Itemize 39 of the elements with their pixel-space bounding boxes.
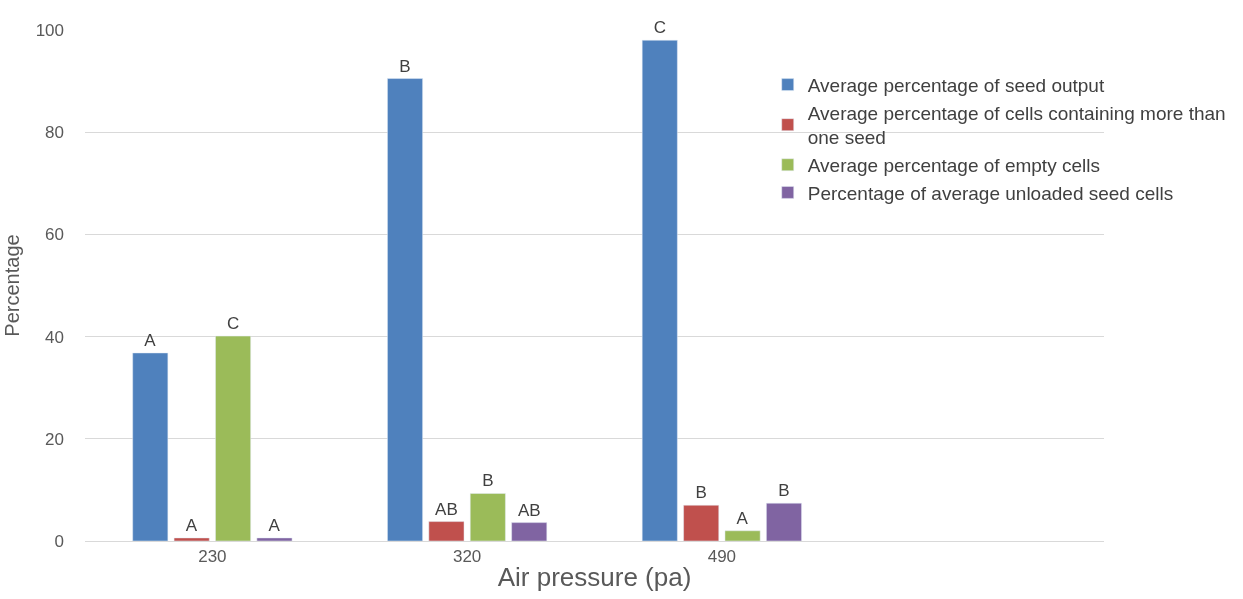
- legend-label: Percentage of average unloaded seed cells: [807, 182, 1174, 204]
- bar: [641, 39, 678, 541]
- bar: [683, 504, 720, 541]
- x-tick-label: 230: [198, 547, 227, 567]
- y-tick-label: 80: [45, 123, 64, 143]
- data-label: C: [226, 314, 240, 334]
- data-label: C: [653, 18, 666, 38]
- bar: [173, 537, 210, 541]
- bar: [256, 537, 293, 541]
- bar: [511, 522, 548, 541]
- data-label: A: [268, 515, 281, 535]
- y-tick-label: 0: [54, 531, 64, 551]
- data-label: A: [144, 330, 157, 350]
- bar: [387, 78, 423, 541]
- bar: [428, 521, 465, 541]
- data-label: AB: [435, 499, 458, 519]
- x-axis-title: Air pressure (pa): [497, 562, 692, 593]
- data-label: B: [482, 471, 494, 491]
- data-label: B: [695, 483, 707, 503]
- x-tick-label: 490: [707, 547, 737, 567]
- bar: [469, 493, 506, 541]
- data-label: A: [185, 515, 198, 535]
- y-tick-label: 60: [45, 225, 64, 245]
- y-axis-title: Percentage: [1, 234, 24, 337]
- y-tick-label: 20: [45, 429, 64, 449]
- y-tick-label: 40: [45, 327, 64, 347]
- legend-label: Average percentage of seed output: [807, 75, 1105, 97]
- x-tick-label: 320: [452, 547, 482, 567]
- data-label: A: [736, 508, 749, 528]
- legend-label: Average percentage of empty cells: [807, 155, 1100, 177]
- data-label: B: [399, 56, 411, 76]
- bar: [215, 335, 251, 541]
- bar: [766, 502, 802, 541]
- legend-label: Average percentage of cells containing more than one seed: [807, 102, 1226, 149]
- y-tick-label: 100: [35, 20, 64, 40]
- bar: [132, 352, 169, 541]
- data-label: AB: [517, 500, 541, 520]
- bar: [724, 530, 761, 541]
- data-label: B: [778, 481, 790, 501]
